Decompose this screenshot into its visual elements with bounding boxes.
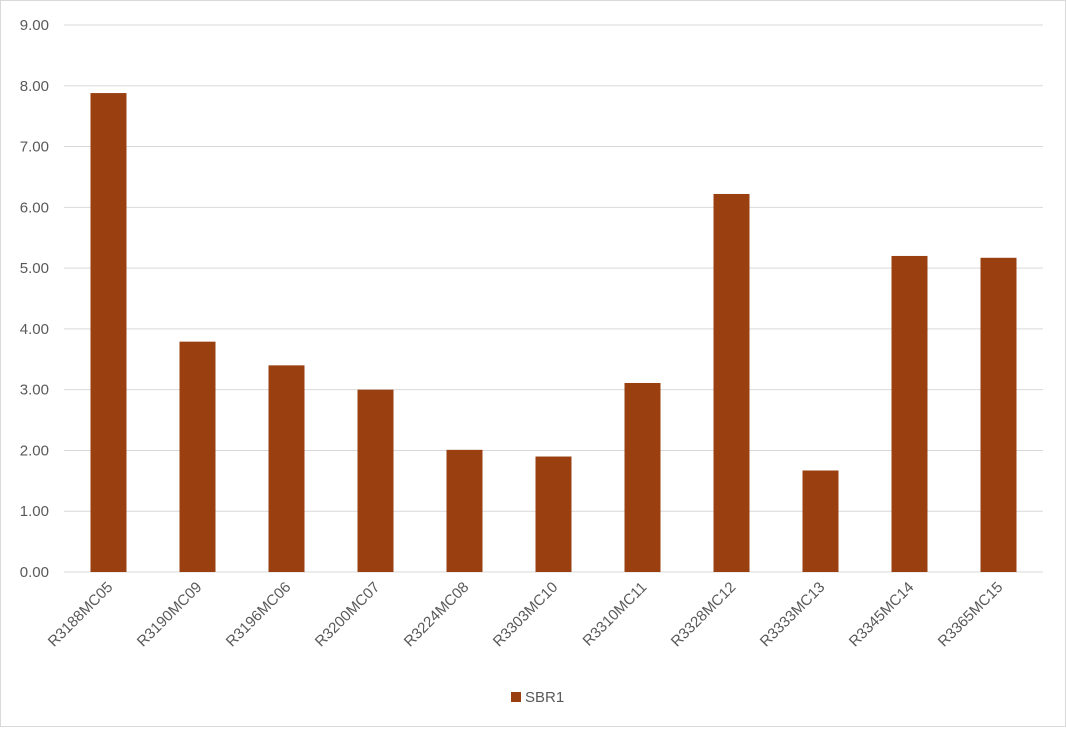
x-tick-label: R3345MC14 xyxy=(846,579,918,651)
x-tick-label: R3365MC15 xyxy=(935,579,1007,651)
x-tick-label: R3200MC07 xyxy=(312,579,384,651)
bar xyxy=(891,255,928,572)
x-tick-label: R3333MC13 xyxy=(757,579,829,651)
y-tick-label: 5.00 xyxy=(20,260,49,277)
bar xyxy=(357,389,394,572)
x-axis-ticks: R3188MC05 R3190MC09 R3196MC06 R3200MC07 R322… xyxy=(45,579,1007,651)
y-tick-label: 8.00 xyxy=(20,78,49,95)
bar xyxy=(535,456,572,572)
y-tick-label: 1.00 xyxy=(20,503,49,520)
bar xyxy=(802,470,839,572)
gridlines xyxy=(64,24,1043,573)
y-tick-label: 2.00 xyxy=(20,442,49,459)
bar xyxy=(446,449,483,572)
y-tick-label: 4.00 xyxy=(20,321,49,338)
bar xyxy=(90,93,127,573)
legend-swatch xyxy=(511,692,521,702)
y-axis-ticks: 0.00 1.00 2.00 3.00 4.00 5.00 6.00 7.00 8.00 9.00 xyxy=(20,17,49,581)
y-tick-label: 7.00 xyxy=(20,139,49,156)
x-tick-label: R3310MC11 xyxy=(580,579,651,650)
y-tick-label: 3.00 xyxy=(20,382,49,399)
bar xyxy=(624,382,661,572)
x-tick-label: R3328MC12 xyxy=(668,579,740,651)
bar xyxy=(980,257,1017,572)
legend: SBR1 xyxy=(511,689,564,706)
x-tick-label: R3303MC10 xyxy=(490,579,562,651)
x-tick-label: R3190MC09 xyxy=(134,579,206,651)
bar xyxy=(713,193,750,572)
bar xyxy=(268,365,305,572)
x-tick-label: R3188MC05 xyxy=(45,579,117,651)
bar xyxy=(179,341,216,572)
legend-label: SBR1 xyxy=(525,689,564,706)
y-tick-label: 0.00 xyxy=(20,564,49,581)
y-tick-label: 6.00 xyxy=(20,199,49,216)
x-tick-label: R3224MC08 xyxy=(401,579,473,651)
bars xyxy=(90,93,1017,573)
y-tick-label: 9.00 xyxy=(20,17,49,34)
x-tick-label: R3196MC06 xyxy=(223,579,295,651)
